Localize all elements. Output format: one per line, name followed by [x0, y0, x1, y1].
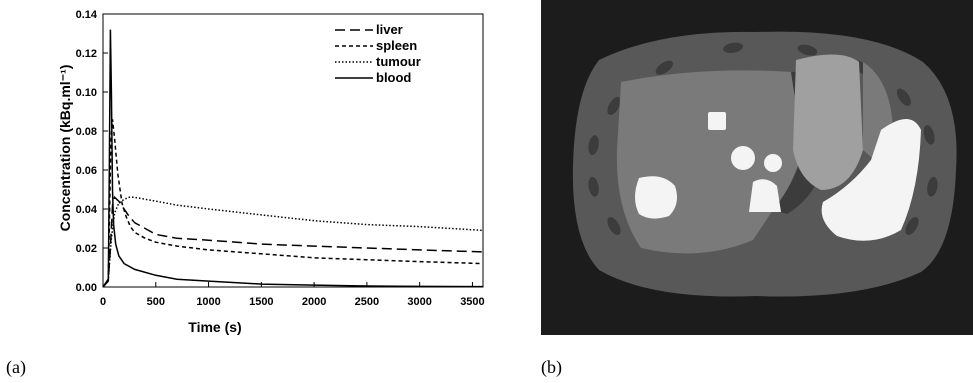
x-axis-title: Time (s): [188, 319, 241, 335]
panel-label-b: (b): [541, 357, 562, 377]
rib: [923, 125, 935, 145]
legend-label-spleen: spleen: [376, 38, 417, 53]
x-tick-label: 2000: [302, 296, 326, 308]
y-tick-label: 0.08: [76, 126, 97, 138]
ct-slice-graphic: [541, 0, 973, 335]
tumour-region: [635, 176, 677, 219]
rib: [927, 176, 938, 197]
bright-spot: [731, 146, 755, 170]
y-tick-label: 0.00: [76, 282, 97, 294]
bright-organ-right: [821, 119, 921, 241]
x-tick-label: 3500: [460, 296, 484, 308]
y-tick-label: 0.10: [76, 87, 97, 99]
y-tick-label: 0.02: [76, 243, 97, 255]
ct-slice-image: [541, 0, 973, 335]
series-layer: [102, 29, 484, 288]
rib: [588, 176, 599, 197]
legend-label-liver: liver: [376, 22, 403, 37]
rib: [607, 216, 621, 236]
rib: [588, 135, 599, 156]
plot-frame: [102, 13, 484, 288]
x-tick-label: 3000: [407, 296, 431, 308]
spine: [749, 179, 781, 212]
series-line-spleen: [102, 119, 484, 288]
series-line-liver: [102, 195, 484, 288]
line-chart: 0.00 0.02 0.04 0.06 0.08 0.10 0.12 0.14 0 500 1000…: [57, 9, 485, 335]
legend-label-blood: blood: [376, 70, 411, 85]
x-tick-label: 500: [147, 296, 165, 308]
rib: [723, 42, 743, 54]
y-tick-label: 0.12: [76, 48, 97, 60]
x-tick-label: 1500: [249, 296, 273, 308]
ribs: [588, 42, 938, 236]
y-tick-label: 0.14: [76, 9, 98, 21]
rib: [896, 88, 911, 106]
series-line-blood: [102, 29, 484, 288]
y-axis-title: Concentration (kBq.ml⁻¹): [57, 65, 73, 232]
x-tick-label: 0: [100, 296, 106, 308]
bright-spot: [764, 154, 782, 172]
spleen-region: [793, 54, 863, 190]
legend-label-tumour: tumour: [376, 54, 421, 69]
rib: [655, 60, 673, 75]
y-tick-label: 0.06: [76, 165, 97, 177]
series-line-tumour: [102, 196, 484, 288]
x-tick-label: 2500: [355, 296, 379, 308]
bright-spot: [708, 112, 726, 130]
x-tick-label: 1000: [196, 296, 220, 308]
rib: [905, 216, 919, 236]
rib: [797, 44, 818, 56]
chart-axes: 0.00 0.02 0.04 0.06 0.08 0.10 0.12 0.14 0 500 1000…: [76, 9, 485, 308]
panel-label-a: (a): [6, 357, 26, 377]
rib: [607, 96, 621, 116]
y-tick-label: 0.04: [76, 204, 98, 216]
